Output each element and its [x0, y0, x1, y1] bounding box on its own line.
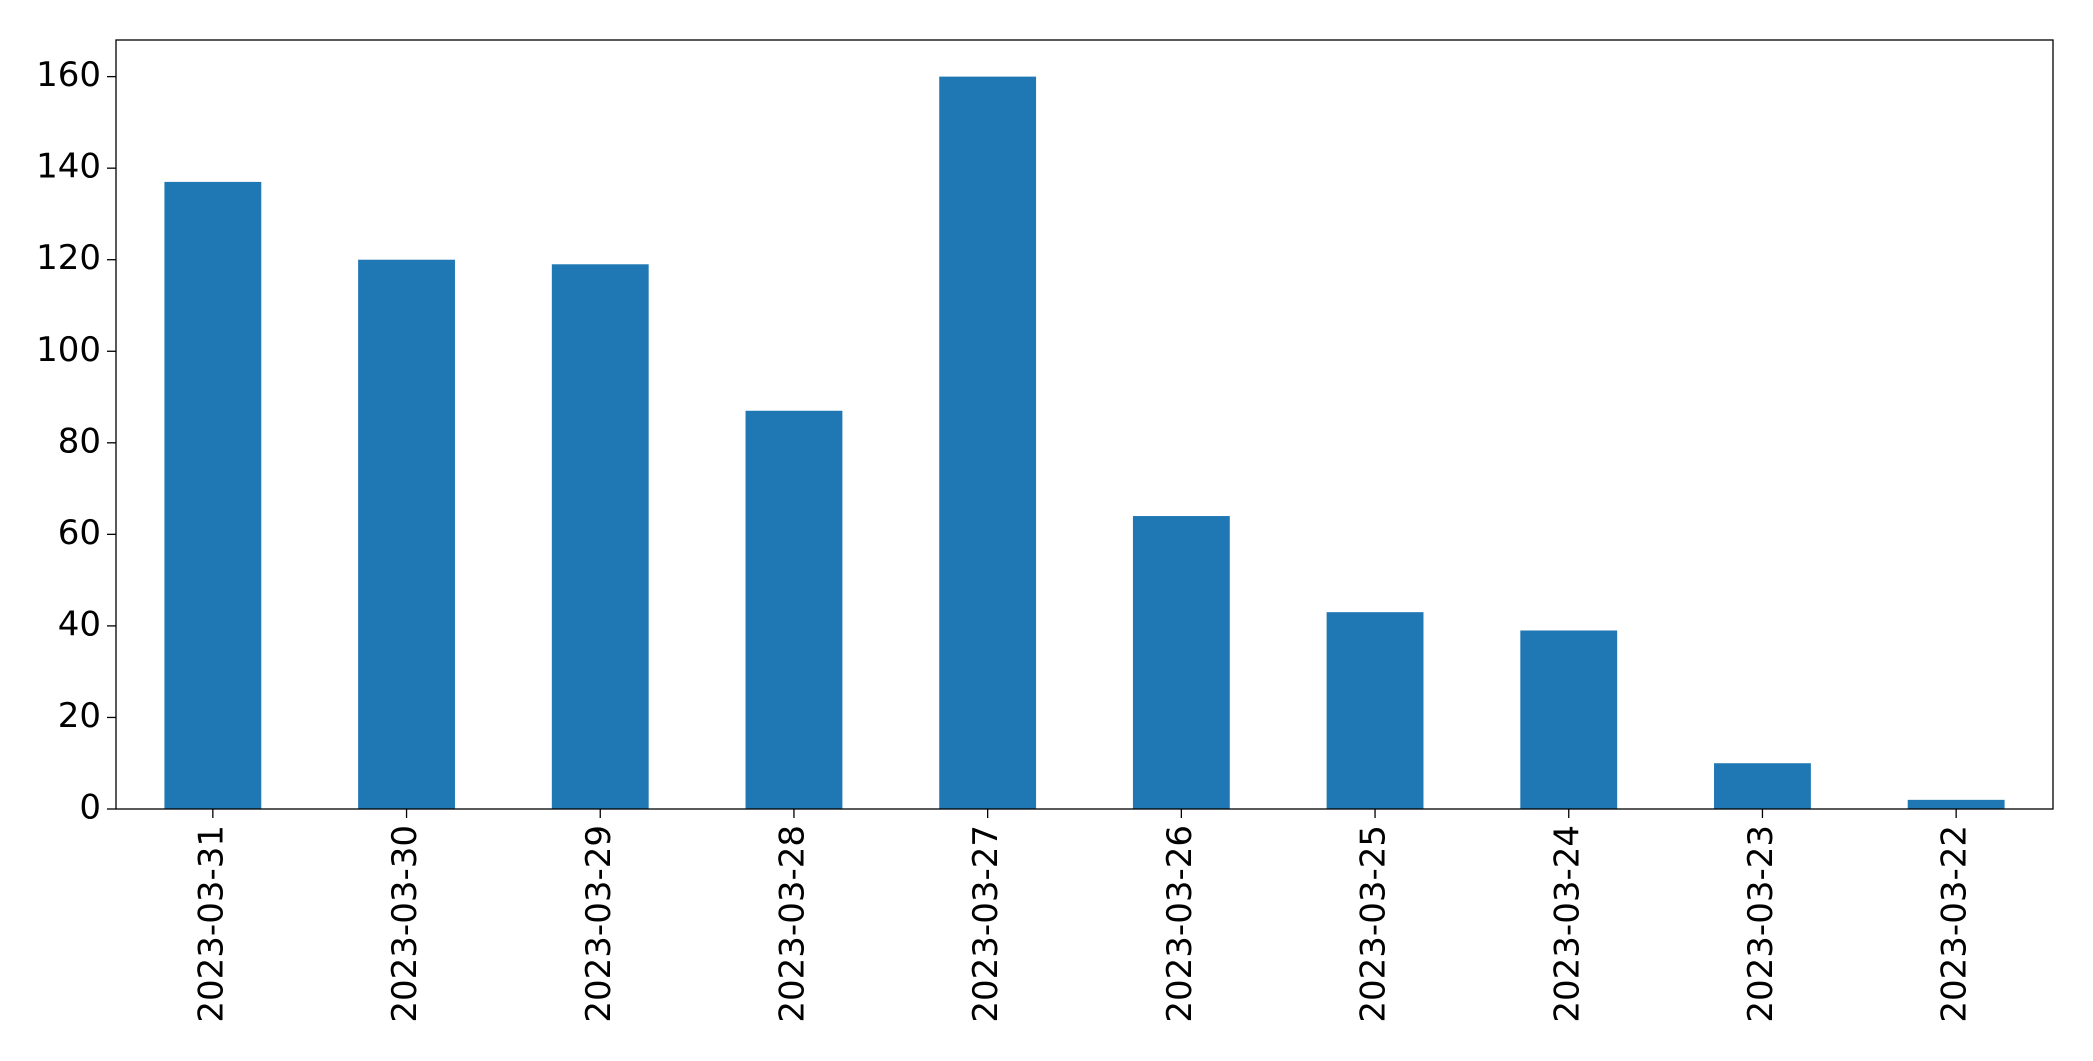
y-tick-label: 20 — [58, 696, 101, 736]
bar — [1326, 612, 1424, 809]
y-tick-label: 140 — [36, 147, 101, 187]
x-tick-label: 2023-03-27 — [966, 825, 1006, 1023]
x-tick-label: 2023-03-29 — [579, 825, 619, 1023]
bar — [164, 181, 262, 809]
y-tick-label: 0 — [79, 788, 101, 828]
y-tick-label: 100 — [36, 330, 101, 370]
x-tick-label: 2023-03-30 — [385, 825, 425, 1023]
bar — [1907, 799, 2005, 809]
x-tick-label: 2023-03-26 — [1160, 825, 1200, 1023]
y-tick-label: 40 — [58, 604, 101, 644]
bar — [1132, 516, 1230, 809]
x-tick-label: 2023-03-22 — [1935, 825, 1975, 1023]
x-tick-label: 2023-03-23 — [1741, 825, 1781, 1023]
y-tick-label: 80 — [58, 421, 101, 461]
y-tick-label: 160 — [36, 55, 101, 95]
x-tick-label: 2023-03-24 — [1547, 825, 1587, 1023]
bar — [939, 76, 1037, 810]
x-tick-label: 2023-03-25 — [1354, 825, 1394, 1023]
bar — [551, 264, 649, 810]
plot-frame — [115, 39, 2054, 810]
bar — [1520, 630, 1618, 809]
bar — [1714, 763, 1811, 809]
x-tick-label: 2023-03-28 — [772, 825, 812, 1023]
y-tick-label: 120 — [36, 238, 101, 278]
bar — [358, 259, 455, 809]
y-tick-label: 60 — [58, 513, 101, 553]
x-tick-label: 2023-03-31 — [191, 825, 231, 1023]
bar — [745, 410, 843, 809]
